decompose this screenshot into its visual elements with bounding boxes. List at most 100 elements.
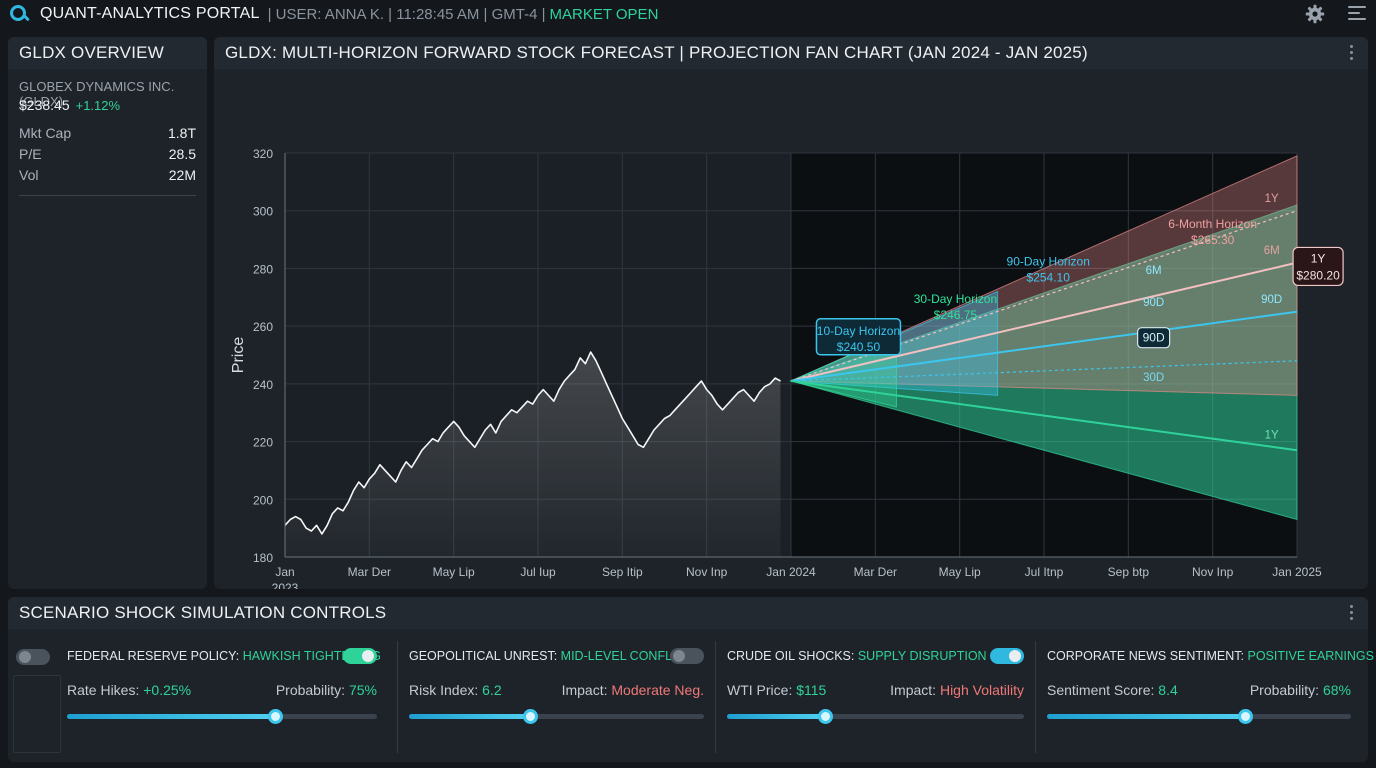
gear-icon[interactable] — [1305, 4, 1325, 24]
badge-box — [1137, 327, 1171, 349]
scenario-metric: Impact: Moderate Neg. — [562, 682, 704, 698]
scenario-name: CORPORATE NEWS SENTIMENT: — [1047, 649, 1245, 663]
stat-row-mkt-cap: Mkt Cap 1.8T — [19, 125, 196, 141]
scenario-fed-policy: FEDERAL RESERVE POLICY: HAWKISH TIGHTENI… — [67, 637, 381, 749]
slider-thumb[interactable] — [267, 709, 283, 724]
badge-label: 90D — [1143, 331, 1165, 345]
chart-header: GLDX: MULTI-HORIZON FORWARD STOCK FORECA… — [214, 37, 1368, 69]
scenario-metric: Impact: High Volatility — [890, 682, 1024, 698]
forecast-line-90d — [790, 310, 1298, 382]
overview-panel: GLDX OVERVIEW GLOBEX DYNAMICS INC. (GLDX… — [8, 37, 207, 589]
inline-band-label: 90D — [1261, 294, 1282, 306]
callout-value: $240.50 — [837, 340, 881, 354]
y-tick-label: 260 — [253, 320, 273, 334]
callout-title: 90-Day Horizon — [1007, 255, 1090, 269]
master-toggle[interactable] — [16, 649, 50, 665]
scenario-value: SUPPLY DISRUPTION — [857, 649, 987, 663]
y-tick-label: 180 — [253, 551, 273, 565]
x-tick-label: Jul Iup — [520, 565, 556, 579]
y-tick-label: 220 — [253, 436, 273, 450]
slider-thumb[interactable] — [818, 709, 833, 724]
scenario-value: POSITIVE EARNINGS BEAT — [1247, 649, 1376, 663]
top-bar: QUANT-ANALYTICS PORTAL | USER: ANNA K. |… — [0, 0, 1376, 28]
y-tick-label: 280 — [253, 262, 273, 276]
scenario-name: GEOPOLITICAL UNREST: — [409, 649, 558, 663]
scenario-options-icon[interactable] — [1350, 605, 1354, 621]
x-tick-label: Nov Inp — [1192, 565, 1234, 579]
overview-title: GLDX OVERVIEW — [19, 43, 164, 62]
x-tick-label: Jan — [275, 565, 294, 579]
scenario-heading: FEDERAL RESERVE POLICY: HAWKISH TIGHTENI… — [67, 649, 381, 663]
scenario-name: CRUDE OIL SHOCKS: — [727, 649, 855, 663]
chart-panel: GLDX: MULTI-HORIZON FORWARD STOCK FORECA… — [214, 37, 1368, 589]
stat-value: 6.2 — [482, 682, 502, 698]
slider-thumb[interactable] — [1237, 709, 1253, 724]
end-badge-title: 1Y — [1311, 251, 1326, 265]
divider — [397, 641, 398, 753]
metric-value: High Volatility — [939, 682, 1024, 698]
forecast-line-6m — [790, 261, 1298, 382]
x-tick-label: Mar Der — [348, 565, 391, 579]
magnifier-logo-icon[interactable] — [8, 3, 30, 25]
inline-band-label: 1Y — [1265, 193, 1279, 205]
scenario-heading: CORPORATE NEWS SENTIMENT: POSITIVE EARNI… — [1047, 649, 1376, 663]
x-tick-sublabel: 2023 — [272, 581, 299, 589]
crude-oil-toggle[interactable] — [990, 648, 1024, 664]
fed-policy-toggle[interactable] — [343, 648, 377, 664]
inline-band-label: 6M — [1264, 245, 1280, 257]
y-tick-label: 240 — [253, 378, 273, 392]
crude-oil-slider[interactable] — [727, 709, 1024, 724]
end-badge-value: $280.20 — [1296, 268, 1340, 282]
metric-label: Probability: — [275, 682, 346, 698]
history-price-line — [284, 351, 781, 535]
x-tick-label: Jul Itnp — [1025, 565, 1064, 579]
scenario-geopolitical: GEOPOLITICAL UNREST: MID-LEVEL CONFLICT … — [409, 637, 704, 749]
stat-label: WTI Price: — [727, 682, 793, 698]
inline-band-label: 6M — [1146, 265, 1162, 277]
callout-box — [815, 318, 902, 356]
callout-title: 30-Day Horizon — [914, 292, 997, 306]
scenario-stat: Rate Hikes: +0.25% — [67, 682, 191, 698]
callout-value: $246.75 — [934, 308, 978, 322]
callout-title: 10-Day Horizon — [817, 324, 900, 338]
chart-options-icon[interactable] — [1350, 45, 1354, 61]
slider-thumb[interactable] — [522, 709, 538, 724]
scenario-crude-oil: CRUDE OIL SHOCKS: SUPPLY DISRUPTION WTI … — [727, 637, 1024, 749]
geopolitical-slider[interactable] — [409, 709, 704, 724]
price-change: +1.12% — [75, 98, 121, 113]
inline-band-label: 30D — [1143, 372, 1164, 384]
x-tick-label: Mar Der — [854, 565, 897, 579]
stat-value: 8.4 — [1158, 682, 1178, 698]
divider — [1035, 641, 1036, 753]
price-block: $238.45 +1.12% — [19, 97, 120, 113]
end-badge-box — [1292, 246, 1344, 287]
stat-label: P/E — [19, 146, 42, 162]
scenario-stat: Sentiment Score: 8.4 — [1047, 682, 1178, 698]
menu-icon[interactable] — [1348, 6, 1366, 22]
stat-value: +0.25% — [143, 682, 192, 698]
fed-policy-slider[interactable] — [67, 709, 377, 724]
forecast-fan-chart[interactable]: 180 200 220 240 260 280 300 320 Jan 2023 Mar Der Ma… — [214, 69, 1368, 589]
scenario-side-slot — [13, 675, 61, 753]
stat-row-pe: P/E 28.5 — [19, 146, 196, 162]
current-price: $238.45 — [19, 97, 70, 113]
news-sentiment-slider[interactable] — [1047, 709, 1351, 724]
stat-label: Risk Index: — [409, 682, 479, 698]
geopolitical-toggle[interactable] — [670, 648, 704, 664]
x-tick-label: Jan 2025 — [1272, 565, 1322, 579]
divider — [19, 195, 196, 196]
scenario-metric: Probability: 75% — [276, 682, 377, 698]
stat-label: Mkt Cap — [19, 125, 72, 141]
forecast-line-30d — [790, 360, 1298, 382]
x-tick-label: Nov Inp — [686, 565, 728, 579]
x-tick-label: May Lip — [433, 565, 475, 579]
metric-value: Moderate Neg. — [611, 682, 704, 698]
y-axis-label: Price — [230, 337, 247, 374]
metric-value: 68% — [1322, 682, 1351, 698]
metric-value: 75% — [348, 682, 377, 698]
x-tick-label: Jan 2024 — [766, 565, 816, 579]
metric-label: Impact: — [561, 682, 608, 698]
scenario-stat: Risk Index: 6.2 — [409, 682, 502, 698]
inline-band-label: 1Y — [1265, 430, 1279, 442]
inline-band-label: 90D — [1143, 297, 1164, 309]
